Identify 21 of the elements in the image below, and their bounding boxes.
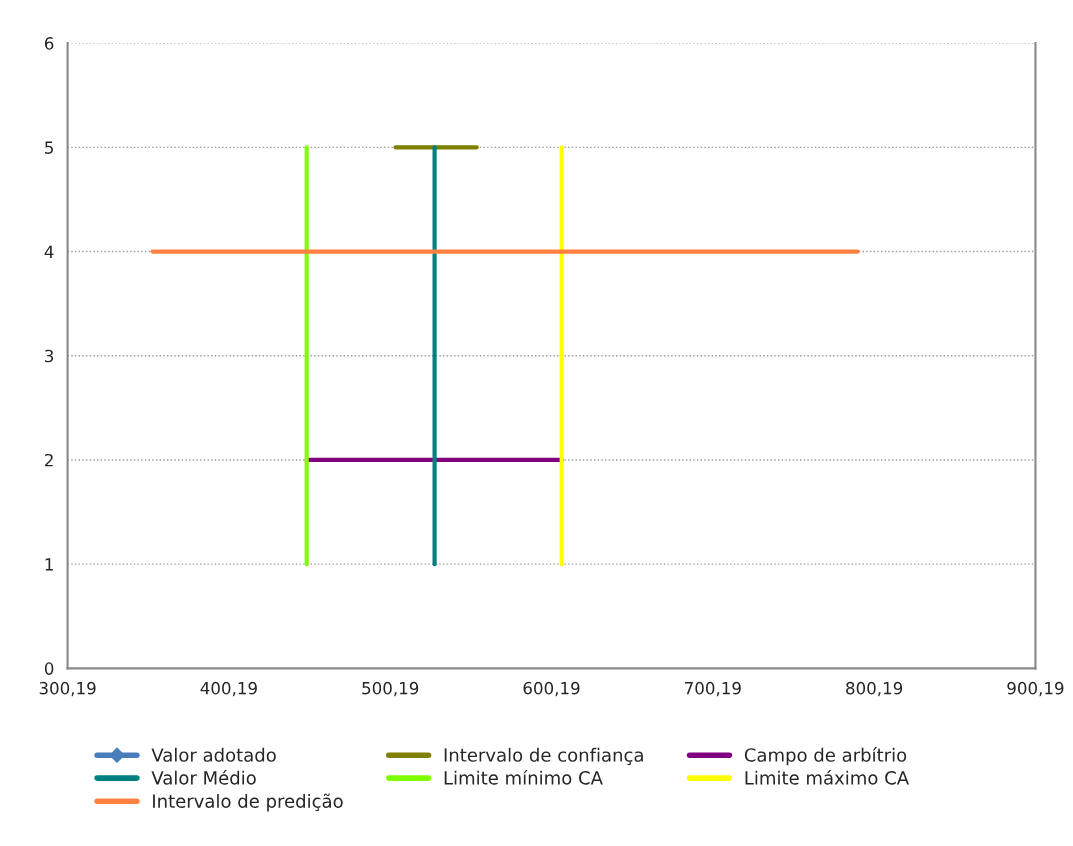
y-tick-label: 3 <box>45 349 54 363</box>
legend-label: Valor adotado <box>151 747 276 762</box>
y-tick-label: 4 <box>44 245 54 258</box>
y-tick-label: 5 <box>45 141 53 154</box>
legend-label: Intervalo de confiança <box>444 747 643 766</box>
x-tick-label: 300,19 <box>39 681 96 697</box>
legend-label: Limite mínimo CA <box>444 770 603 785</box>
legend-label: Limite máximo CA <box>745 770 909 785</box>
x-tick-label: 500,19 <box>362 681 419 697</box>
y-tick-label: 0 <box>44 662 54 675</box>
y-tick-label: 2 <box>45 453 53 467</box>
legend-label: Campo de arbítrio <box>744 747 907 766</box>
x-tick-label: 700,19 <box>685 681 741 697</box>
x-tick-label: 600,19 <box>523 681 580 697</box>
legend-label: Intervalo de predição <box>153 793 343 812</box>
y-tick-label: 6 <box>44 37 54 50</box>
y-tick-label: 1 <box>45 558 53 571</box>
x-tick-label: 800,19 <box>846 681 903 697</box>
x-tick-label: 400,19 <box>200 681 257 697</box>
legend-label: Valor Médio <box>151 770 256 785</box>
x-tick-label: 900,19 <box>1007 681 1064 697</box>
